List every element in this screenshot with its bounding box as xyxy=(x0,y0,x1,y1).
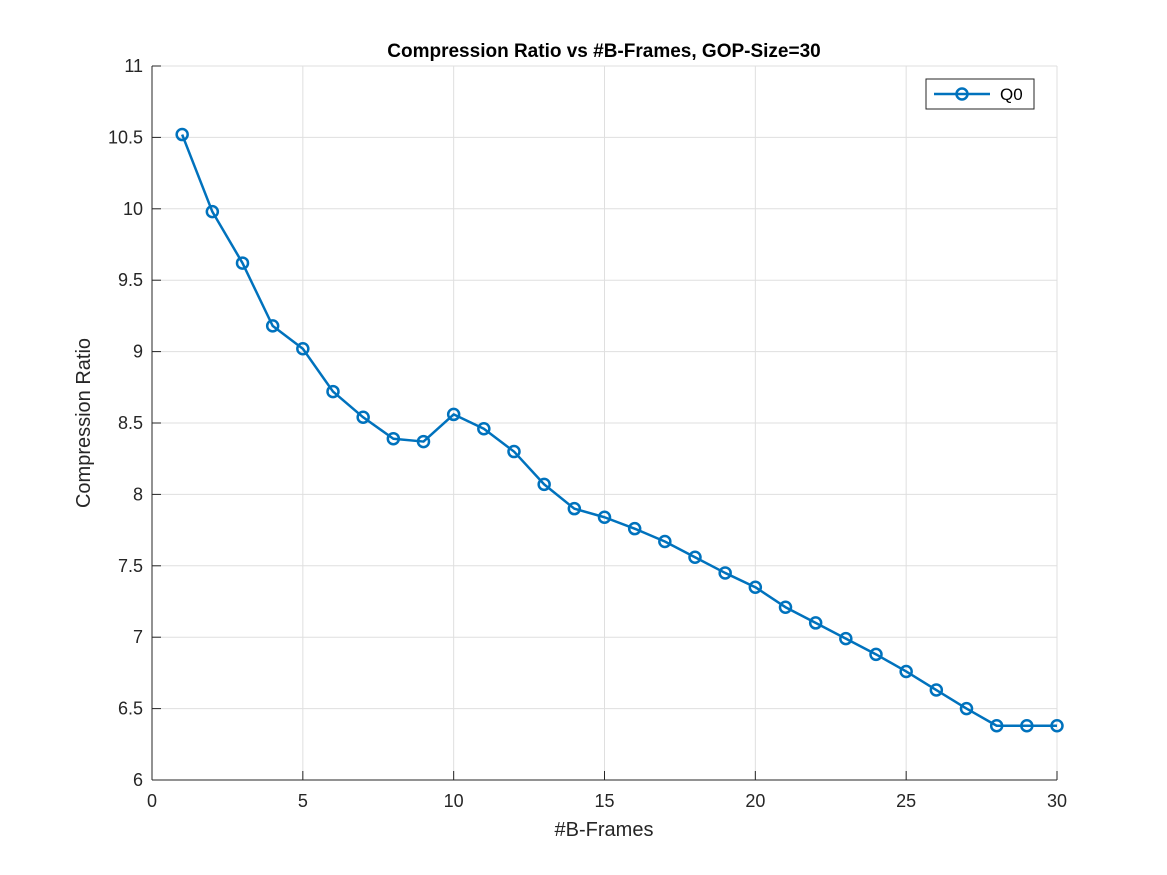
data-point xyxy=(839,631,853,646)
y-tick-label: 7.5 xyxy=(118,556,143,576)
data-point xyxy=(597,510,612,524)
data-point xyxy=(175,127,189,142)
data-point xyxy=(205,204,220,219)
x-tick-label: 30 xyxy=(1047,791,1067,811)
data-point xyxy=(567,501,582,516)
data-point xyxy=(808,616,823,630)
data-point xyxy=(386,431,401,446)
data-point xyxy=(869,647,883,662)
x-tick-label: 0 xyxy=(147,791,157,811)
data-point xyxy=(477,421,491,436)
data-point xyxy=(416,434,431,449)
y-tick-label: 9 xyxy=(133,342,143,362)
y-tick-label: 11 xyxy=(124,56,143,76)
data-point xyxy=(627,521,642,536)
data-point xyxy=(326,384,340,399)
y-tick-label: 10 xyxy=(123,199,143,219)
data-point xyxy=(296,341,310,356)
data-point xyxy=(748,580,763,594)
legend-label-q0: Q0 xyxy=(1000,85,1023,104)
data-point xyxy=(658,534,672,549)
x-tick-label: 10 xyxy=(444,791,464,811)
data-point xyxy=(718,566,732,580)
x-tick-label: 5 xyxy=(298,791,308,811)
x-tick-label: 20 xyxy=(745,791,765,811)
series-layer xyxy=(175,127,1064,733)
data-point xyxy=(959,701,974,716)
data-point xyxy=(356,410,370,425)
y-tick-label: 10.5 xyxy=(108,127,143,147)
data-point xyxy=(989,718,1004,733)
y-tick-label: 6 xyxy=(133,770,143,790)
x-tick-label: 25 xyxy=(896,791,916,811)
legend-marker-q0 xyxy=(955,87,969,101)
data-point xyxy=(537,477,551,492)
chart-title: Compression Ratio vs #B-Frames, GOP-Size… xyxy=(387,41,820,62)
data-point xyxy=(507,444,521,459)
data-point xyxy=(688,550,702,564)
data-point xyxy=(778,600,793,614)
y-tick-label: 9.5 xyxy=(118,270,143,290)
y-tick-label: 8.5 xyxy=(118,413,143,433)
data-point xyxy=(446,407,461,422)
data-point xyxy=(1050,718,1064,733)
data-point xyxy=(265,319,280,333)
data-point xyxy=(1020,718,1034,733)
y-tick-label: 7 xyxy=(133,627,143,647)
x-tick-label: 15 xyxy=(594,791,614,811)
y-tick-label: 6.5 xyxy=(118,699,143,719)
x-axis-label: #B-Frames xyxy=(555,819,654,841)
y-tick-label: 8 xyxy=(133,484,143,504)
data-point xyxy=(899,664,913,679)
ticks: 0 5 10 15 20 25 30 6 6.5 7 7.5 8 8.5 9 9.5 10 10.5 11 xyxy=(108,56,1067,811)
data-point xyxy=(235,256,250,270)
legend: Q0 xyxy=(925,78,1035,110)
y-axis-label: Compression Ratio xyxy=(73,338,95,508)
data-point xyxy=(929,683,944,697)
